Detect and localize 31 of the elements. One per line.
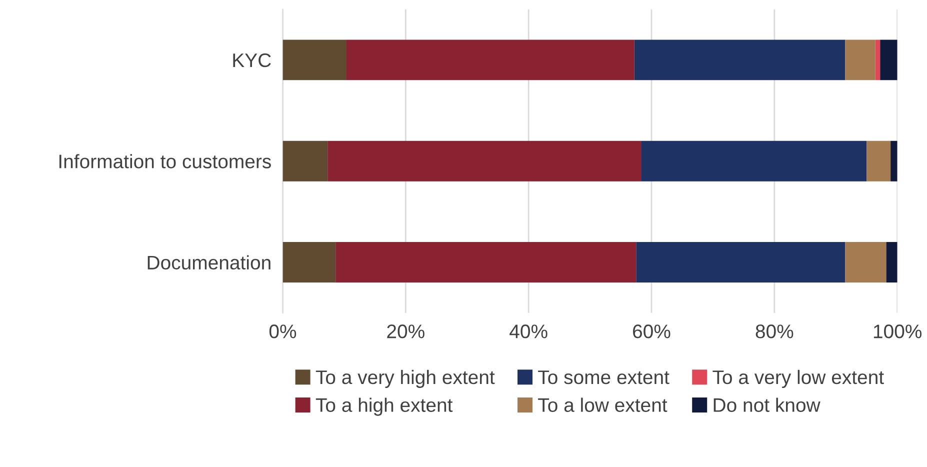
bar (636, 242, 846, 283)
bar (845, 242, 886, 283)
bar (282, 140, 328, 182)
x-tick-label: 40% (510, 324, 548, 338)
bar (346, 40, 634, 80)
x-tick-label: 80% (756, 324, 794, 338)
legend-label: Do not know (714, 398, 820, 412)
bar (634, 40, 846, 80)
legend-label: To some extent (538, 370, 670, 384)
legend-label: To a low extent (538, 398, 668, 412)
bar (641, 140, 867, 182)
y-tick-label: Information to customers (59, 154, 271, 168)
bar (866, 140, 891, 182)
bar (328, 140, 642, 182)
x-tick-label: 100% (874, 324, 922, 338)
x-tick-label: 60% (633, 324, 670, 338)
legend-label: To a very high extent (316, 370, 495, 388)
legend-label: To a very low extent (712, 370, 884, 388)
bar (282, 242, 336, 283)
y-tick-label: KYC (233, 53, 271, 68)
bar (845, 40, 876, 80)
bar (890, 140, 898, 182)
bar (880, 40, 898, 80)
x-tick-label: 0% (269, 324, 296, 338)
legend-label: To a high extent (316, 398, 453, 416)
y-tick-label: Documenation (148, 255, 270, 270)
bar (336, 242, 636, 283)
bar (886, 242, 898, 283)
bar (875, 40, 880, 80)
bar (282, 40, 346, 80)
x-tick-label: 20% (387, 324, 424, 338)
